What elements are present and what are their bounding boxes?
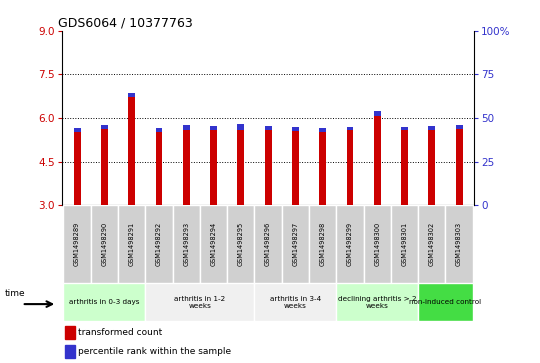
Bar [73,132,80,205]
Bar [254,283,336,321]
Bar [156,128,163,132]
Text: GSM1498295: GSM1498295 [238,222,244,266]
Bar [129,97,135,205]
Bar [64,205,91,283]
Bar [73,127,80,132]
Bar [183,130,190,205]
Bar [428,130,435,205]
Bar [210,130,217,205]
Bar [173,205,200,283]
Bar [118,205,145,283]
Text: GSM1498299: GSM1498299 [347,222,353,266]
Bar [336,283,418,321]
Bar [64,283,145,321]
Text: GDS6064 / 10377763: GDS6064 / 10377763 [58,17,193,30]
Text: arthritis in 1-2
weeks: arthritis in 1-2 weeks [174,296,226,309]
Bar [428,126,435,130]
Text: GSM1498296: GSM1498296 [265,222,271,266]
Bar [227,205,254,283]
Bar [374,116,381,205]
Bar [401,130,408,205]
Text: time: time [5,289,25,298]
Bar [374,111,381,116]
Bar [363,205,391,283]
Text: transformed count: transformed count [78,328,162,337]
Bar [238,125,244,130]
Bar [347,127,353,130]
Bar [282,205,309,283]
Text: GSM1498301: GSM1498301 [402,222,408,266]
Bar [145,205,173,283]
Text: GSM1498303: GSM1498303 [456,222,462,266]
Bar [156,132,163,205]
Bar [91,205,118,283]
Text: declining arthritis > 2
weeks: declining arthritis > 2 weeks [338,296,416,309]
Bar [418,205,446,283]
Text: GSM1498302: GSM1498302 [429,222,435,266]
Bar [129,93,135,97]
Text: GSM1498297: GSM1498297 [292,222,299,266]
Bar [183,125,190,130]
Text: GSM1498300: GSM1498300 [374,222,380,266]
Text: non-induced control: non-induced control [409,299,482,305]
Text: GSM1498294: GSM1498294 [211,222,217,266]
Text: GSM1498298: GSM1498298 [320,222,326,266]
Bar [254,205,282,283]
Text: GSM1498290: GSM1498290 [102,222,107,266]
Text: GSM1498293: GSM1498293 [183,222,189,266]
Bar [336,205,363,283]
Bar [391,205,418,283]
Bar [418,283,472,321]
Bar [145,283,254,321]
Bar [238,130,244,205]
Text: GSM1498291: GSM1498291 [129,222,134,266]
Bar [319,128,326,132]
Text: GSM1498289: GSM1498289 [74,222,80,266]
Bar [101,125,108,129]
Text: percentile rank within the sample: percentile rank within the sample [78,347,231,356]
Text: arthritis in 0-3 days: arthritis in 0-3 days [69,299,140,305]
Bar [456,129,463,205]
Bar [456,125,463,129]
Bar [292,131,299,205]
Bar [401,127,408,130]
Bar [210,126,217,130]
Bar [347,130,353,205]
Bar [101,129,108,205]
Bar [309,205,336,283]
Bar [265,126,272,130]
Text: GSM1498292: GSM1498292 [156,222,162,266]
Text: arthritis in 3-4
weeks: arthritis in 3-4 weeks [270,296,321,309]
Bar [65,346,75,358]
Bar [200,205,227,283]
Bar [292,127,299,131]
Bar [319,132,326,205]
Bar [446,205,472,283]
Bar [65,326,75,339]
Bar [265,130,272,205]
